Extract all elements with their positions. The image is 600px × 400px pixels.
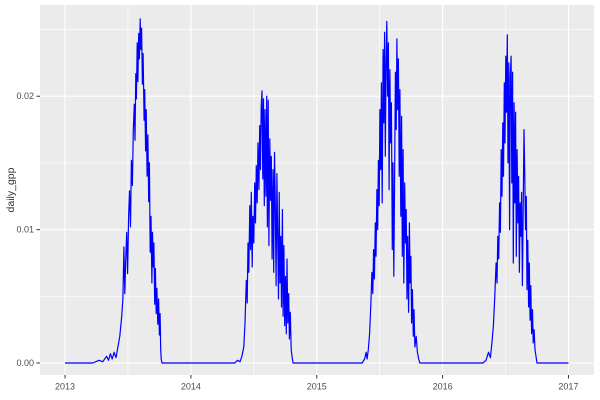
- y-tick-label: 0.02: [16, 91, 34, 101]
- gpp-line: [65, 18, 569, 364]
- x-tick-label: 2015: [307, 382, 327, 392]
- y-axis-title: daily_gpp: [5, 167, 17, 213]
- x-tick-label: 2017: [558, 382, 578, 392]
- x-tick-label: 2013: [55, 382, 75, 392]
- y-tick-label: 0.00: [16, 358, 34, 368]
- x-tick-label: 2014: [181, 382, 201, 392]
- y-tick-label: 0.01: [16, 225, 34, 235]
- x-tick-label: 2016: [433, 382, 453, 392]
